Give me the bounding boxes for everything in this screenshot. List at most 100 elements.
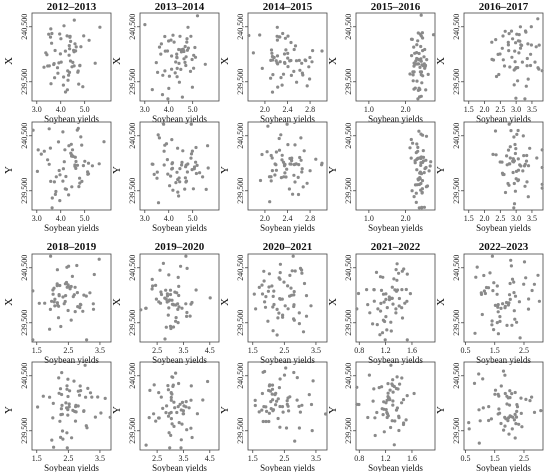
data-point <box>170 167 174 171</box>
data-point <box>498 160 502 164</box>
data-point <box>208 296 212 300</box>
data-point <box>499 421 503 426</box>
data-point <box>178 402 182 406</box>
data-point <box>499 306 503 310</box>
data-point <box>163 49 167 53</box>
data-point <box>84 395 88 399</box>
data-point <box>156 70 160 74</box>
data-point <box>494 38 498 42</box>
data-point <box>373 433 377 438</box>
x-tick-label: 1.0 <box>364 105 374 114</box>
data-point <box>53 297 57 301</box>
data-point <box>267 419 271 424</box>
panel-frame <box>355 361 436 451</box>
data-point <box>498 315 502 319</box>
data-point <box>511 157 515 161</box>
data-point <box>473 331 477 335</box>
y-tick-label: 239,500 <box>344 310 353 336</box>
data-point <box>422 55 426 59</box>
data-point <box>61 295 65 299</box>
data-point <box>400 401 404 405</box>
x-tick-label: 1.5 <box>32 346 42 355</box>
data-point <box>390 382 394 386</box>
data-point <box>31 338 35 342</box>
data-point <box>193 55 198 59</box>
y-tick-label: 239,500 <box>236 310 245 336</box>
data-point <box>400 269 404 273</box>
data-point <box>496 310 500 314</box>
data-point <box>503 304 507 308</box>
data-point <box>272 55 276 60</box>
data-point <box>270 51 274 55</box>
data-point <box>378 275 383 279</box>
data-point <box>63 187 67 191</box>
data-point <box>159 292 164 297</box>
data-point <box>490 57 494 62</box>
data-point <box>58 52 63 56</box>
data-point <box>481 377 485 381</box>
data-point <box>494 153 498 157</box>
data-point <box>48 395 52 399</box>
y-tick-label: 239,500 <box>452 310 461 336</box>
data-point <box>254 307 258 311</box>
data-point <box>486 286 491 290</box>
data-point <box>185 170 189 174</box>
data-point <box>154 61 158 65</box>
x-tick-label: 2.5 <box>519 346 529 355</box>
data-point <box>387 396 391 400</box>
data-point <box>429 160 433 164</box>
data-point <box>294 59 299 63</box>
y-tick-label: 240,500 <box>20 363 29 389</box>
data-point <box>512 135 516 139</box>
data-point <box>278 297 282 301</box>
data-point <box>385 412 390 416</box>
x-tick-label: 4.0 <box>56 214 66 223</box>
data-point <box>171 383 175 387</box>
data-point <box>293 269 297 273</box>
data-point <box>309 304 313 308</box>
data-point <box>536 17 540 21</box>
data-point <box>266 124 270 128</box>
data-point <box>281 72 286 76</box>
data-point <box>508 389 512 393</box>
panel-frame <box>463 121 544 211</box>
data-point <box>307 65 311 69</box>
data-point <box>424 185 428 189</box>
data-point <box>514 177 518 181</box>
y-axis-label: X <box>111 57 123 65</box>
data-point <box>271 409 275 413</box>
data-point <box>75 263 79 268</box>
data-point <box>152 412 156 416</box>
data-point <box>298 410 302 414</box>
data-point <box>161 261 165 265</box>
data-point <box>423 66 427 70</box>
panel-title: 2019–2020 <box>155 241 205 253</box>
data-point <box>420 205 424 209</box>
data-point <box>281 315 285 319</box>
data-point <box>320 163 324 167</box>
data-point <box>51 416 55 420</box>
data-point <box>394 268 398 272</box>
data-point <box>61 83 65 87</box>
data-point <box>166 172 170 176</box>
data-point <box>517 422 521 426</box>
y-tick-label: 240,500 <box>20 14 29 40</box>
data-point <box>379 288 384 292</box>
data-point <box>525 180 529 184</box>
data-point <box>275 34 279 38</box>
x-axis-label: Soybean yields <box>368 223 423 233</box>
data-point <box>159 290 163 294</box>
data-point <box>164 325 168 329</box>
x-tick-label: 1.5 <box>490 454 500 463</box>
y-tick-label: 240,500 <box>452 363 461 389</box>
data-point <box>513 436 517 440</box>
data-point <box>175 170 179 174</box>
data-point <box>156 133 160 137</box>
data-point <box>289 40 293 45</box>
data-point <box>175 66 179 70</box>
y-tick-label: 240,500 <box>236 123 245 149</box>
data-point <box>55 282 59 286</box>
data-point <box>155 176 159 180</box>
data-point <box>397 271 401 275</box>
data-point <box>78 306 82 310</box>
